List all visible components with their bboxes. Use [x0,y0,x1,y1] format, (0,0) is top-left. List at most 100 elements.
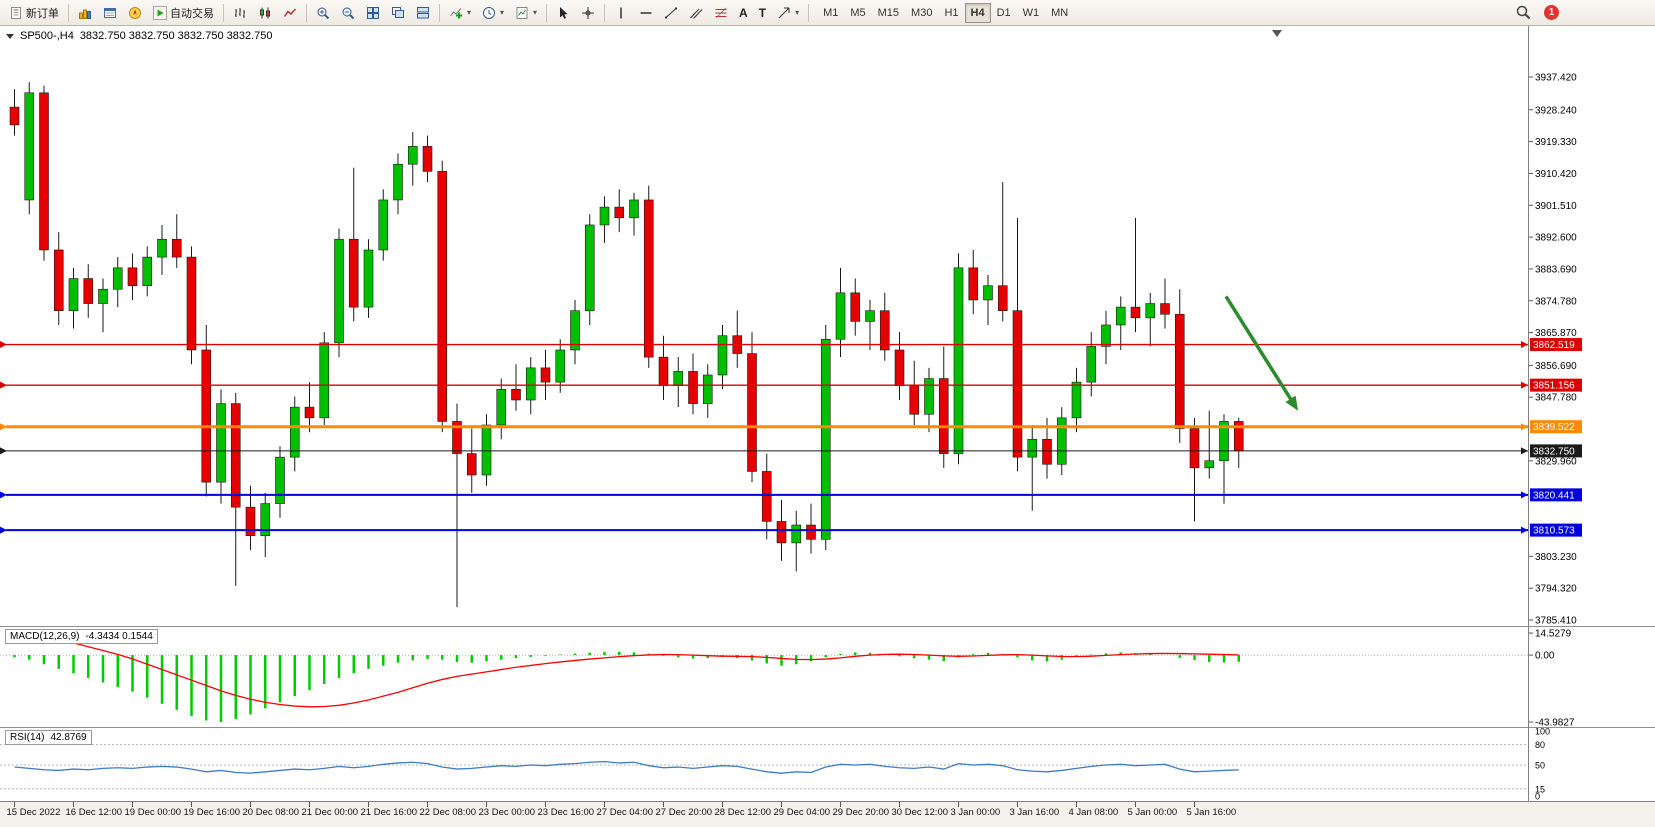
timeframe-W1[interactable]: W1 [1017,3,1046,23]
collapse-triangle-icon[interactable] [6,33,14,39]
label-button[interactable]: T [754,2,771,24]
search-button[interactable] [1511,2,1536,24]
price-line[interactable]: 3832.750 [0,444,1582,458]
search-icon [1516,5,1531,20]
candle-body [1042,438,1052,465]
price-axis-labels: 3937.420 3928.240 3919.330 3910.420 3901.510… [1529,73,1577,627]
time-axis-strip[interactable] [0,801,1655,827]
candle-body [1012,310,1023,458]
price-line[interactable]: 3810.573 [0,523,1582,537]
new-order-button[interactable]: 新订单 [4,2,64,24]
trendline-icon [665,7,678,18]
tile-windows-icon [367,6,379,19]
chevron-down-icon: ▾ [500,8,505,17]
line-end-marker [0,526,7,534]
candle-body [835,292,846,340]
svg-text:21 Dec 16:00: 21 Dec 16:00 [361,807,418,818]
tile-windows-button[interactable] [361,2,385,24]
macd-indicator-label: MACD(12,26,9) -4.3434 0.1544 [5,629,158,644]
svg-text:3856.690: 3856.690 [1535,361,1577,372]
line-end-marker [1521,447,1528,455]
candle-body [363,249,374,308]
data-window-button[interactable] [98,2,122,24]
templates-button[interactable]: ▾ [510,2,542,24]
chart-canvas[interactable]: 3862.519 3851.156 3839.522 3832.750 3820.441… [0,26,1655,827]
line-end-marker [0,423,7,431]
svg-text:5 Jan 00:00: 5 Jan 00:00 [1128,807,1178,818]
candle-body [127,267,138,286]
shapes-button[interactable]: ▾ [772,2,804,24]
chart-area: 3862.519 3851.156 3839.522 3832.750 3820.441… [0,26,1655,827]
candle-chart-button[interactable] [253,2,277,24]
timeframe-H4[interactable]: H4 [964,2,991,23]
cursor-button[interactable] [551,2,575,24]
candle-body [68,278,79,311]
timeframe-D1[interactable]: D1 [991,3,1017,23]
candle-body [614,206,625,219]
candle-body [1174,313,1185,429]
price-line[interactable]: 3820.441 [0,488,1582,502]
indicators-button[interactable]: ▾ [444,2,476,24]
notification-badge[interactable]: 1 [1544,5,1559,20]
price-tag [1530,338,1582,352]
vertical-line-button[interactable] [609,2,633,24]
macd-axis-label: 14.5279 [1535,629,1572,640]
candle-body [260,503,271,537]
chart-shift-marker[interactable] [1272,30,1282,37]
line-end-marker [0,341,7,349]
timeframe-M5[interactable]: M5 [844,3,871,23]
timeframe-M15[interactable]: M15 [872,3,905,23]
ohlc-readout: 3832.750 3832.750 3832.750 3832.750 [79,30,273,42]
svg-text:3847.780: 3847.780 [1535,393,1577,404]
timeframe-H1[interactable]: H1 [938,3,964,23]
zoom-in-button[interactable] [311,2,335,24]
trend-arrow-annotation[interactable] [1224,295,1298,411]
macd-name: MACD(12,26,9) [10,631,80,642]
crosshair-button[interactable] [576,2,600,24]
line-chart-button[interactable] [278,2,302,24]
line-end-marker [1521,423,1528,431]
candle-body [806,524,816,540]
new-order-label: 新订单 [26,7,59,20]
candle-body [791,524,802,544]
time-axis-labels: 15 Dec 2022 16 Dec 12:00 19 Dec 00:00 19 De… [7,802,1236,818]
trendline-button[interactable] [659,2,683,24]
candle-body [1204,460,1215,469]
chevron-down-icon: ▾ [795,8,800,17]
fibonacci-button[interactable] [709,2,733,24]
bar-chart-button[interactable] [228,2,252,24]
text-button[interactable]: A [734,2,753,24]
price-line[interactable]: 3851.156 [0,378,1582,392]
cascade-windows-button[interactable] [386,2,410,24]
price-tag-text: 3851.156 [1533,381,1575,392]
candle-body [422,146,433,172]
timeframe-M1[interactable]: M1 [817,3,844,23]
periods-button[interactable]: ▾ [477,2,509,24]
stack-windows-button[interactable] [411,2,435,24]
stack-windows-icon [417,6,429,18]
timeframe-M30[interactable]: M30 [905,3,938,23]
candle-body [570,310,580,351]
zoom-out-button[interactable] [336,2,360,24]
timeframe-MN[interactable]: MN [1045,3,1074,23]
candle-body [1071,381,1082,419]
rsi-indicator-label: RSI(14) 42.8769 [5,730,92,745]
line-end-marker [1521,381,1528,389]
autotrading-button[interactable]: 自动交易 [148,2,219,24]
candle-body [157,238,167,258]
candle-body [924,378,934,415]
price-tag [1530,523,1582,537]
horizontal-line-button[interactable] [634,2,658,24]
market-watch-button[interactable] [73,2,97,24]
navigator-button[interactable] [123,2,147,24]
candle-body [24,92,35,201]
candle-body [304,406,315,419]
candle-body [658,356,669,387]
rsi-axis-label: 80 [1535,740,1545,750]
channel-button[interactable] [684,2,708,24]
svg-text:30 Dec 12:00: 30 Dec 12:00 [892,807,949,818]
price-line[interactable]: 3862.519 [0,338,1582,352]
price-line[interactable]: 3839.522 [0,420,1582,434]
price-tag-text: 3810.573 [1533,526,1575,537]
template-icon [516,6,528,19]
